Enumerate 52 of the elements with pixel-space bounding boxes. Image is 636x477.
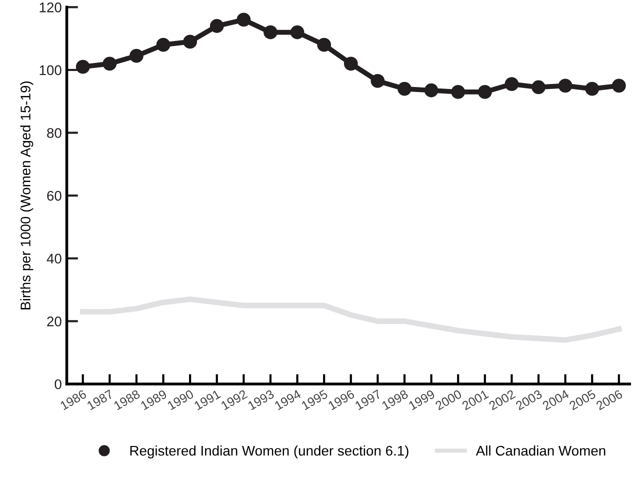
x-tick-label: 1987 <box>86 389 114 410</box>
point <box>424 83 438 98</box>
x-tick-label: 2003 <box>515 389 543 410</box>
x-tick-label: 1990 <box>166 389 194 410</box>
x-tick-label: 1988 <box>113 389 141 410</box>
legend-label: All Canadian Women <box>476 445 606 456</box>
x-tick-label: 1997 <box>354 389 382 410</box>
y-tick-label: 20 <box>47 316 62 326</box>
point <box>370 74 385 88</box>
x-tick-label: 1993 <box>247 389 275 410</box>
point <box>76 60 90 74</box>
x-tick-label: 1989 <box>140 389 168 410</box>
x-tick-label: 1994 <box>274 389 302 410</box>
point <box>398 82 412 96</box>
y-tick-label: 40 <box>46 254 62 264</box>
point <box>558 78 572 93</box>
y-tick-label: 60 <box>47 190 62 201</box>
y-tick-label: 0 <box>54 379 62 390</box>
x-tick-label: 2006 <box>596 389 624 410</box>
x-tick-label: 2001 <box>462 389 489 410</box>
y-tick-label: 80 <box>47 128 62 138</box>
x-tick-label: 2000 <box>434 389 462 410</box>
point <box>612 78 626 93</box>
x-tick-label: 2002 <box>488 389 516 410</box>
point <box>585 82 600 96</box>
point <box>317 38 332 52</box>
point <box>451 84 466 99</box>
point <box>290 25 304 40</box>
x-tick-label: 1992 <box>220 389 248 410</box>
point <box>236 12 251 27</box>
point <box>102 56 117 71</box>
point <box>504 77 519 92</box>
point <box>183 34 198 49</box>
point <box>130 48 144 63</box>
point <box>156 38 170 52</box>
y-tick-label: 120 <box>40 2 62 12</box>
legend-label: Registered Indian Women (under section 6.1) <box>130 445 408 458</box>
x-tick-label: 1999 <box>408 389 436 410</box>
point <box>344 56 358 71</box>
x-tick-label: 2005 <box>568 389 596 410</box>
y-axis-title: Births per 1000 (Women Aged 15-19) <box>20 82 34 310</box>
point <box>210 19 224 33</box>
x-tick-label: 2004 <box>542 389 570 410</box>
point <box>532 80 546 94</box>
x-tick-label: 1986 <box>60 389 87 410</box>
x-tick-label: 1998 <box>381 389 409 410</box>
x-tick-label: 1996 <box>328 389 356 410</box>
point <box>478 84 492 99</box>
y-tick-label: 100 <box>40 65 62 76</box>
point <box>264 25 278 40</box>
x-tick-label: 1995 <box>301 389 328 410</box>
x-tick-label: 1991 <box>194 389 221 410</box>
